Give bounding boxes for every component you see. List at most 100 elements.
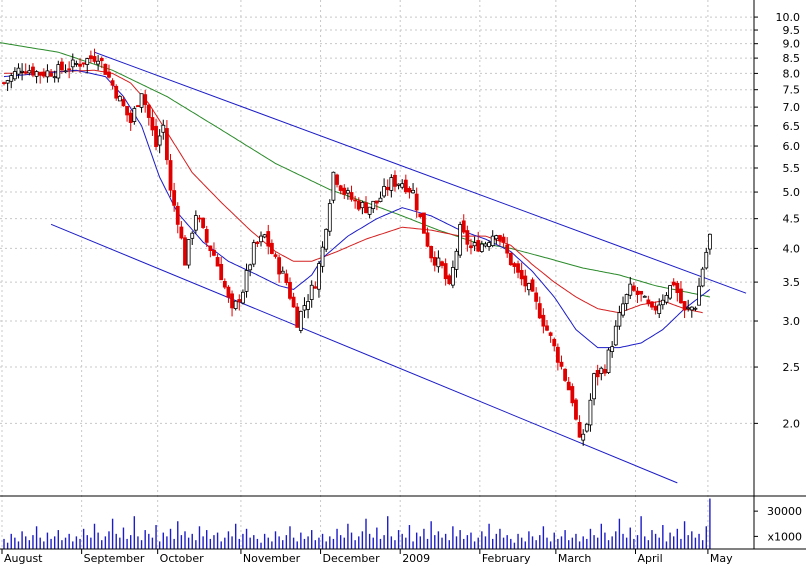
y-tick-label: 9.0 bbox=[783, 38, 801, 51]
x-month-label: February bbox=[482, 552, 531, 565]
candle-up bbox=[621, 303, 625, 316]
y-tick-label: 3.0 bbox=[783, 315, 801, 328]
candle-down bbox=[168, 160, 173, 191]
candle-up bbox=[400, 183, 405, 188]
candle-down bbox=[555, 346, 560, 363]
candle-up bbox=[479, 243, 484, 252]
candle-up bbox=[613, 325, 618, 346]
candle-down bbox=[595, 370, 600, 378]
candle-up bbox=[280, 270, 285, 274]
candle-down bbox=[215, 257, 220, 267]
candle-down bbox=[603, 369, 607, 374]
candle-up bbox=[581, 433, 586, 441]
candle-down bbox=[150, 117, 155, 131]
candle-down bbox=[136, 105, 140, 108]
candle-down bbox=[226, 286, 231, 298]
candle-up bbox=[389, 177, 394, 191]
moving-averages bbox=[0, 42, 711, 349]
candle-down bbox=[208, 245, 213, 252]
x-month-label: May bbox=[710, 552, 733, 565]
candle-down bbox=[461, 220, 466, 233]
volume-bars bbox=[3, 498, 711, 549]
candle-down bbox=[469, 245, 473, 249]
candle-down bbox=[530, 279, 535, 292]
candle-up bbox=[56, 64, 61, 79]
candle-down bbox=[465, 230, 470, 245]
candle-down bbox=[164, 128, 169, 161]
candle-down bbox=[679, 288, 683, 304]
candle-up bbox=[70, 59, 75, 68]
candle-down bbox=[92, 56, 97, 62]
y-tick-label: 6.5 bbox=[783, 120, 801, 133]
candle-down bbox=[172, 190, 177, 206]
candle-up bbox=[324, 228, 329, 250]
candle-down bbox=[313, 286, 318, 289]
candle-down bbox=[237, 299, 242, 303]
candle-down bbox=[374, 200, 379, 204]
candle-up bbox=[96, 60, 101, 65]
candle-up bbox=[664, 294, 669, 303]
candle-down bbox=[563, 368, 567, 381]
candle-up bbox=[309, 284, 314, 300]
x-month-label: September bbox=[84, 552, 145, 565]
x-month-label: December bbox=[323, 552, 381, 565]
candle-down bbox=[570, 386, 575, 404]
candle-down bbox=[537, 303, 542, 319]
volume-tick-label: 30000 bbox=[767, 505, 802, 518]
candle-down bbox=[338, 185, 343, 191]
trend-channel bbox=[50, 51, 747, 484]
candle-down bbox=[650, 301, 654, 308]
candle-up bbox=[490, 235, 495, 247]
candle-down bbox=[81, 62, 86, 65]
candle-up bbox=[52, 76, 57, 79]
candle-down bbox=[508, 252, 513, 266]
candle-up bbox=[27, 70, 32, 74]
candle-up bbox=[700, 268, 705, 287]
candle-down bbox=[23, 71, 28, 74]
candle-down bbox=[143, 94, 148, 105]
candle-up bbox=[458, 224, 463, 256]
y-tick-label: 8.5 bbox=[783, 52, 801, 65]
candle-up bbox=[367, 206, 372, 215]
y-tick-label: 2.5 bbox=[783, 361, 801, 374]
candle-down bbox=[505, 244, 510, 254]
candle-up bbox=[686, 307, 691, 310]
candle-down bbox=[414, 193, 419, 211]
grid-layer bbox=[0, 0, 754, 549]
candle-down bbox=[675, 282, 680, 294]
candle-up bbox=[472, 242, 477, 247]
x-month-label: August bbox=[4, 552, 43, 565]
y-tick-label: 3.5 bbox=[783, 276, 801, 289]
candle-down bbox=[501, 236, 506, 243]
channel-lower-line bbox=[50, 223, 678, 484]
volume-tick-label: x1000 bbox=[767, 530, 802, 543]
candle-down bbox=[440, 261, 444, 266]
y-tick-label: 2.0 bbox=[783, 417, 801, 430]
candle-down bbox=[335, 174, 339, 185]
candle-up bbox=[248, 264, 253, 271]
candle-up bbox=[161, 124, 166, 133]
x-month-label: April bbox=[638, 552, 663, 565]
candle-down bbox=[31, 66, 35, 76]
y-tick-label: 7.5 bbox=[783, 84, 801, 97]
candle-up bbox=[63, 70, 68, 73]
candle-down bbox=[364, 202, 368, 214]
candle-up bbox=[20, 70, 25, 73]
candle-down bbox=[356, 200, 361, 210]
candle-down bbox=[175, 205, 180, 225]
candle-down bbox=[566, 381, 571, 391]
y-tick-label: 5.5 bbox=[783, 162, 801, 175]
candle-up bbox=[251, 242, 256, 265]
candle-up bbox=[360, 202, 365, 209]
candle-up bbox=[657, 304, 662, 315]
candle-down bbox=[631, 285, 636, 291]
candle-up bbox=[436, 257, 441, 268]
candle-down bbox=[179, 226, 184, 239]
candle-down bbox=[523, 275, 528, 287]
candle-up bbox=[454, 250, 459, 270]
candle-up bbox=[606, 349, 611, 373]
candle-down bbox=[548, 332, 553, 336]
candle-down bbox=[2, 82, 6, 85]
candle-up bbox=[693, 307, 698, 310]
candle-up bbox=[378, 197, 383, 202]
